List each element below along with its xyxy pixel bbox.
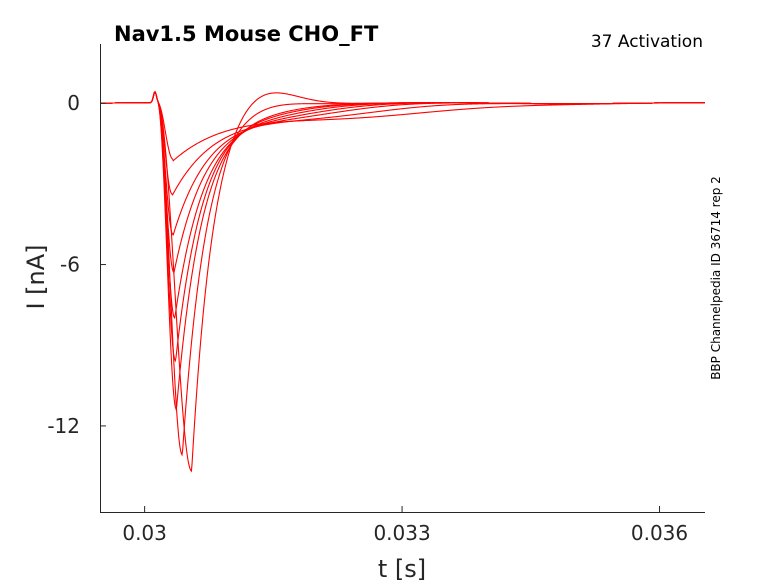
current-trace-7 xyxy=(99,91,706,411)
y-tick-label: -6 xyxy=(60,253,80,277)
current-trace-9 xyxy=(99,91,706,473)
x-axis-label: t [s] xyxy=(378,555,426,583)
plot-lines xyxy=(99,91,706,473)
chart-title: Nav1.5 Mouse CHO_FT xyxy=(114,22,379,46)
current-trace-6 xyxy=(99,91,706,363)
y-ticks: 0 -6 -12 xyxy=(47,91,106,438)
x-tick-label: 0.036 xyxy=(631,521,688,545)
current-trace-4 xyxy=(99,91,706,275)
x-ticks: 0.03 0.033 0.036 xyxy=(122,506,688,545)
current-trace-2 xyxy=(99,91,705,196)
y-tick-label: 0 xyxy=(67,91,80,115)
x-tick-label: 0.03 xyxy=(122,521,167,545)
y-axis-label: I [nA] xyxy=(22,244,50,309)
x-tick-label: 0.033 xyxy=(373,521,430,545)
current-trace-8 xyxy=(99,91,706,457)
chart-subtitle: 37 Activation xyxy=(591,32,703,52)
current-trace-3 xyxy=(99,91,706,236)
channelpedia-id-note: BBP Channelpedia ID 36714 rep 2 xyxy=(709,176,723,380)
y-tick-label: -12 xyxy=(47,414,80,438)
